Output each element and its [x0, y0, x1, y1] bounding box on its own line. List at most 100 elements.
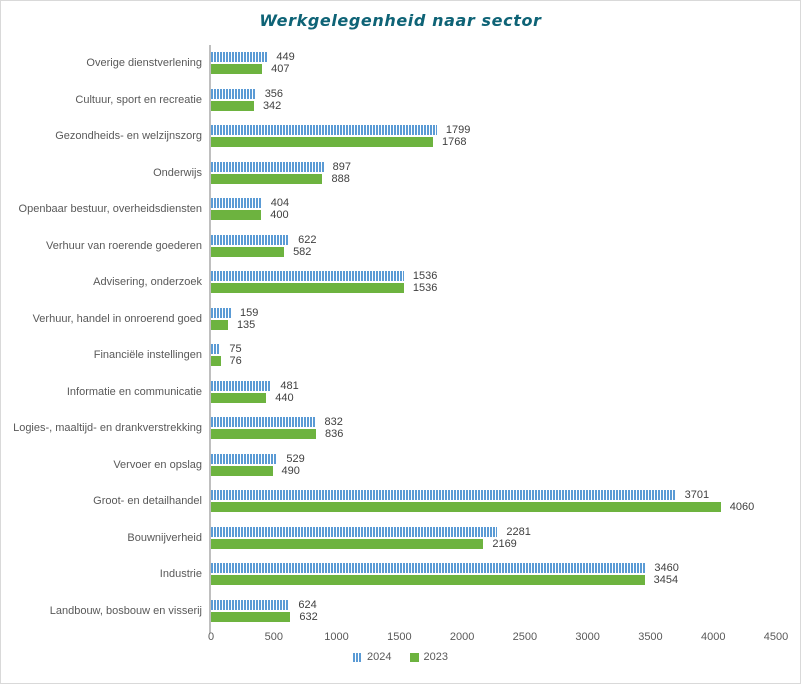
bar-2023 — [211, 210, 262, 221]
bar-2023 — [211, 465, 273, 476]
bar-line-2023: 76 — [211, 355, 776, 367]
chart-row: 356 342 — [211, 82, 776, 119]
bar-line-2024: 832 — [211, 416, 776, 429]
category-label: Groot- en detailhandel — [93, 495, 202, 508]
value-label-2023: 440 — [275, 391, 294, 404]
value-label-2024: 75 — [229, 343, 242, 356]
bar-2023 — [211, 575, 645, 586]
x-tick-label: 1000 — [324, 631, 349, 643]
bar-line-2023: 1768 — [211, 136, 776, 149]
category-label: Logies-, maaltijd- en drankverstrekking — [13, 422, 202, 435]
category-label: Advisering, onderzoek — [93, 276, 202, 289]
category-axis: Overige dienstverlening Cultuur, sport en… — [1, 45, 209, 629]
bar-line-2023: 342 — [211, 100, 776, 112]
value-label-2024: 356 — [264, 87, 284, 100]
zero-tick-mark — [209, 629, 211, 633]
value-label-2024: 529 — [286, 452, 305, 465]
legend-item-2024: 2024 — [353, 651, 392, 663]
chart-title: Werkgelegenheid naar sector — [259, 11, 542, 30]
bar-2024 — [211, 526, 498, 537]
x-tick-label: 2000 — [449, 631, 475, 643]
bar-line-2023: 582 — [211, 246, 776, 258]
value-label-2024: 2281 — [506, 525, 531, 538]
chart-row: 1799 1768 — [211, 118, 776, 155]
bar-line-2024: 3460 — [211, 562, 776, 575]
value-label-2023: 490 — [281, 464, 300, 477]
value-label-2023: 1768 — [441, 136, 467, 149]
value-label-2024: 3460 — [654, 562, 679, 575]
chart-row: 1536 1536 — [211, 264, 776, 301]
value-label-2024: 1799 — [445, 124, 471, 137]
bar-line-2024: 75 — [211, 343, 776, 356]
x-tick-label: 2500 — [512, 631, 538, 643]
bar-2024 — [211, 52, 268, 63]
bar-2023 — [211, 246, 285, 257]
category-label: Informatie en communicatie — [66, 385, 202, 398]
chart-row: 897 888 — [211, 155, 776, 192]
x-tick-label: 3500 — [638, 631, 663, 643]
category-label: Vervoer en opslag — [113, 458, 202, 471]
bar-line-2023: 490 — [211, 464, 776, 477]
value-label-2023: 836 — [324, 428, 344, 441]
bar-2023 — [211, 392, 267, 403]
value-label-2023: 632 — [299, 610, 318, 623]
bar-line-2023: 407 — [211, 63, 776, 75]
legend-label-2023: 2023 — [423, 651, 448, 663]
bar-line-2023: 888 — [211, 173, 776, 185]
bar-line-2024: 404 — [211, 197, 776, 209]
value-label-2024: 481 — [280, 379, 299, 392]
category-label: Industrie — [159, 568, 202, 581]
chart-row: 159 135 — [211, 301, 776, 338]
value-label-2024: 622 — [298, 233, 317, 246]
category-label: Bouwnijverheid — [127, 531, 202, 544]
bar-2023 — [211, 319, 228, 330]
bar-line-2024: 356 — [211, 87, 776, 100]
value-label-2024: 832 — [324, 416, 343, 429]
bar-line-2024: 624 — [211, 598, 776, 611]
x-tick-label: 4000 — [700, 631, 726, 643]
x-tick-label: 1500 — [387, 631, 412, 643]
legend-item-2023: 2023 — [409, 651, 448, 663]
category-label: Openbaar bestuur, overheidsdiensten — [18, 203, 202, 216]
x-tick-label: 4500 — [763, 631, 789, 643]
bar-line-2023: 4060 — [211, 501, 776, 514]
bar-2023 — [211, 283, 404, 294]
category-label: Cultuur, sport en recreatie — [75, 93, 202, 106]
bar-2024 — [211, 490, 676, 501]
value-label-2024: 624 — [298, 598, 317, 611]
bars-area: 449 407 356 342 1799 1768 897 888 404 400 622 582 15… — [209, 45, 776, 629]
bar-2024 — [211, 88, 256, 99]
legend-label-2024: 2024 — [367, 651, 392, 663]
value-label-2023: 135 — [236, 318, 256, 331]
value-label-2023: 4060 — [729, 501, 755, 514]
bar-2024 — [211, 599, 290, 610]
value-label-2024: 449 — [276, 51, 295, 64]
value-label-2024: 159 — [239, 306, 259, 319]
bar-2024 — [211, 380, 272, 391]
bar-2023 — [211, 356, 221, 367]
bar-line-2023: 2169 — [211, 538, 776, 550]
chart-row: 404 400 — [211, 191, 776, 228]
chart-row: 832 836 — [211, 410, 776, 447]
category-label: Overige dienstverlening — [86, 57, 202, 70]
x-tick-label: 500 — [264, 631, 283, 643]
bar-line-2024: 2281 — [211, 525, 776, 538]
bar-line-2023: 440 — [211, 391, 776, 404]
bar-2024 — [211, 417, 316, 428]
category-label: Verhuur van roerende goederen — [46, 239, 202, 252]
chart-row: 624 632 — [211, 593, 776, 630]
legend-swatch-2024-icon — [353, 652, 363, 662]
value-label-2023: 1536 — [412, 282, 438, 295]
value-label-2023: 3454 — [653, 574, 679, 587]
bar-line-2024: 529 — [211, 452, 776, 465]
chart-row: 2281 2169 — [211, 520, 776, 557]
bar-line-2024: 159 — [211, 306, 776, 319]
bar-line-2024: 897 — [211, 161, 776, 173]
chart-row: 3701 4060 — [211, 483, 776, 520]
plot-area: Overige dienstverlening Cultuur, sport en… — [1, 45, 776, 629]
bar-line-2024: 3701 — [211, 489, 776, 501]
category-label: Verhuur, handel in onroerend goed — [32, 312, 202, 325]
bar-2024 — [211, 271, 404, 282]
value-label-2023: 400 — [270, 209, 289, 222]
